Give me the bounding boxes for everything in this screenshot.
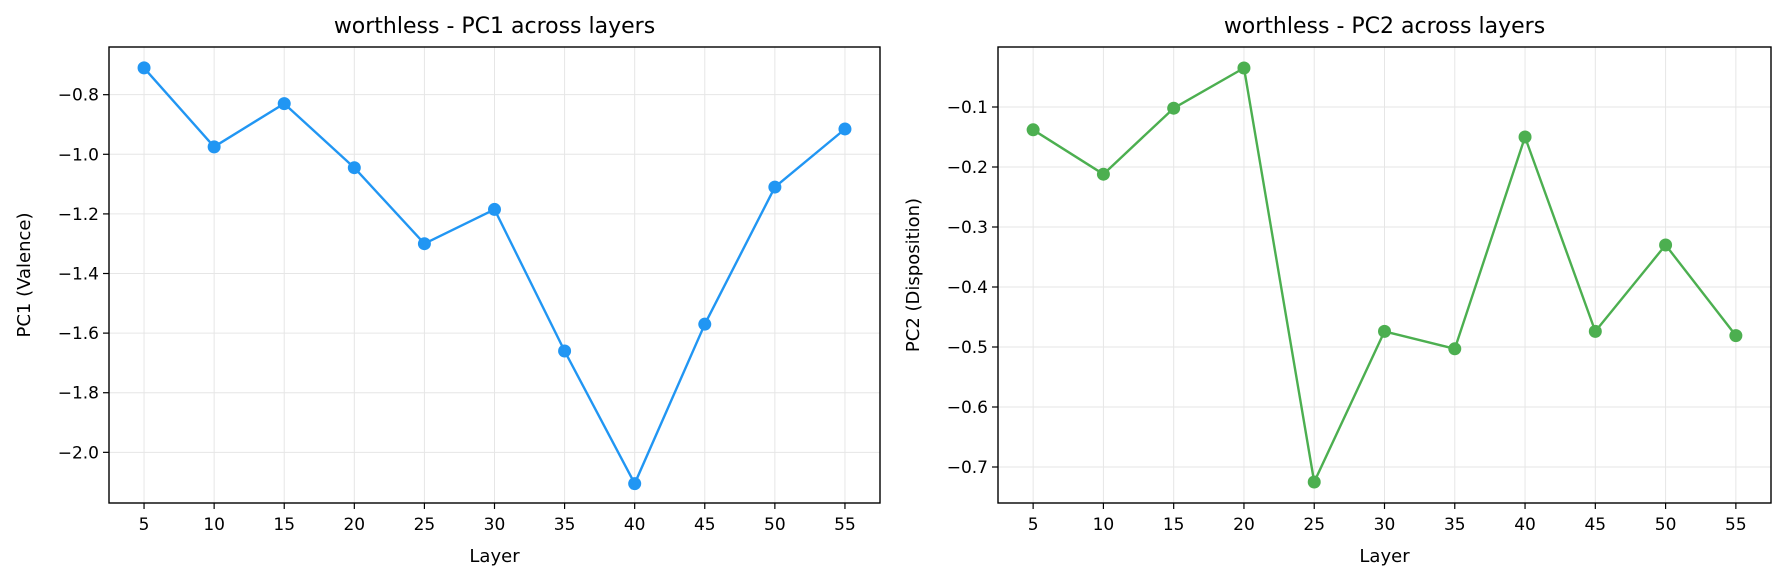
pc2-x-tick-label: 20 xyxy=(1233,515,1255,535)
pc1-y-tick-label: −2.0 xyxy=(58,443,99,463)
pc1-x-tick-label: 40 xyxy=(624,515,646,535)
pc2-x-tick-label: 55 xyxy=(1725,515,1747,535)
pc1-x-tick-label: 55 xyxy=(834,515,856,535)
pc2-y-tick-label: −0.3 xyxy=(947,218,988,238)
pc2-x-tick-label: 15 xyxy=(1163,515,1185,535)
pc1-data-point xyxy=(207,140,221,154)
pc2-y-ticks: −0.1 −0.2 −0.3 −0.4 −0.5 −0.6 −0.7 xyxy=(947,98,998,478)
pc1-data-point xyxy=(698,317,712,331)
pc1-data-point xyxy=(277,97,291,111)
pc1-data-point xyxy=(838,122,852,136)
pc2-y-tick-label: −0.2 xyxy=(947,158,988,178)
pc2-y-tick-label: −0.5 xyxy=(947,338,988,358)
pc1-y-tick-label: −1.4 xyxy=(58,265,99,285)
pc2-data-point xyxy=(1729,329,1743,343)
pc1-data-point xyxy=(768,180,782,194)
pc2-chart-title: worthless - PC2 across layers xyxy=(1224,14,1545,39)
pc2-data-point xyxy=(1378,324,1391,338)
pc2-data-point xyxy=(1448,342,1462,356)
pc1-data-point xyxy=(558,344,572,358)
pc1-y-axis-label: PC1 (Valence) xyxy=(14,212,35,337)
pc1-data-point xyxy=(347,161,361,175)
pc1-x-tick-label: 45 xyxy=(694,515,716,535)
pc2-x-tick-label: 30 xyxy=(1374,515,1396,535)
pc1-chart-title: worthless - PC1 across layers xyxy=(334,14,655,39)
pc2-data-point xyxy=(1167,101,1181,115)
pc1-series xyxy=(137,61,852,491)
pc1-x-tick-label: 25 xyxy=(414,515,436,535)
pc2-series xyxy=(1026,61,1743,489)
pc1-x-tick-label: 30 xyxy=(484,515,506,535)
pc2-y-tick-label: −0.4 xyxy=(947,278,988,298)
pc2-x-tick-label: 5 xyxy=(1028,515,1039,535)
pc2-data-point xyxy=(1518,130,1532,144)
pc2-x-tick-label: 35 xyxy=(1444,515,1466,535)
pc2-x-tick-label: 10 xyxy=(1093,515,1115,535)
pc1-data-point xyxy=(137,61,151,75)
pc2-x-axis-label: Layer xyxy=(1359,546,1410,567)
pc1-x-tick-label: 50 xyxy=(764,515,786,535)
pc1-x-tick-label: 10 xyxy=(203,515,225,535)
pc1-x-axis-label: Layer xyxy=(469,546,520,567)
pc1-y-tick-label: −1.6 xyxy=(58,324,99,344)
pc2-data-point xyxy=(1307,475,1321,489)
pc1-grid xyxy=(109,47,880,503)
pc2-data-point xyxy=(1588,324,1602,338)
pc2-x-tick-label: 45 xyxy=(1584,515,1606,535)
pc1-data-point xyxy=(628,477,642,491)
pc2-data-point xyxy=(1026,123,1040,137)
pc1-data-point xyxy=(417,237,431,251)
pc2-y-tick-label: −0.6 xyxy=(947,398,988,418)
pc1-x-tick-label: 35 xyxy=(554,515,576,535)
pc2-x-tick-label: 25 xyxy=(1303,515,1325,535)
pc2-chart: 5 10 15 20 25 30 35 40 45 50 55 −0.1−0.2−0.3−0.4−0… xyxy=(903,14,1772,567)
pc1-x-tick-label: 5 xyxy=(139,515,150,535)
pc2-y-axis-label: PC2 (Disposition) xyxy=(903,198,924,352)
pc1-x-ticks: 5 10 15 20 25 30 35 40 45 50 55 xyxy=(139,503,856,535)
pc1-y-tick-label: −1.2 xyxy=(58,205,99,225)
pc1-x-tick-label: 20 xyxy=(343,515,365,535)
pc2-data-point xyxy=(1096,167,1110,181)
pc2-data-point xyxy=(1659,238,1673,252)
pc2-y-tick-label: −0.7 xyxy=(947,458,988,478)
pc1-data-point xyxy=(488,202,501,216)
pc1-chart: 5 10 15 20 25 30 35 40 45 50 55 −0.8 −1.0 −1.2 −1.4 −1… xyxy=(14,14,881,567)
pc2-x-tick-label: 40 xyxy=(1514,515,1536,535)
pc2-x-tick-label: 50 xyxy=(1655,515,1677,535)
pc1-x-tick-label: 15 xyxy=(273,515,295,535)
pc1-y-ticks: −0.8 −1.0 −1.2 −1.4 −1.6 −1.8 −2.0 xyxy=(58,86,109,463)
pc2-grid xyxy=(998,47,1771,503)
pc1-y-tick-label: −1.8 xyxy=(58,384,99,404)
pc2-x-ticks: 5 10 15 20 25 30 35 40 45 50 55 xyxy=(1028,503,1747,535)
pc2-y-tick-label: −0.1 xyxy=(947,98,988,118)
pc1-y-tick-label: −1.0 xyxy=(58,145,99,165)
pc1-y-tick-label: −0.8 xyxy=(58,86,99,106)
pc2-data-point xyxy=(1237,61,1251,75)
